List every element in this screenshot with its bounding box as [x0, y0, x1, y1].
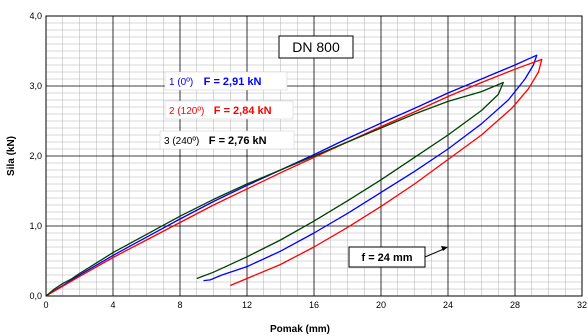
x-tick-label: 16 [309, 300, 319, 310]
x-tick-label: 28 [510, 300, 520, 310]
x-tick-label: 20 [376, 300, 386, 310]
legend-box-1 [164, 71, 288, 91]
legend-label-1: 1 (0º) [169, 77, 193, 88]
y-tick-label: 3,0 [29, 81, 42, 91]
chart-title-border [278, 35, 354, 59]
legend-box-2 [164, 100, 294, 120]
chart-title: DN 800 [292, 39, 340, 55]
legend-entry-3: 3 (240º) F = 2,76 kN [164, 131, 267, 148]
x-axis-title: Pomak (mm) [270, 324, 330, 335]
series-line-1 [45, 54, 538, 297]
tick-labels: 0 4 8 12 16 20 24 28 32 0,0 1,0 2,0 3,0 4,0 [29, 11, 587, 310]
chart-title-box: DN 800 [278, 35, 354, 59]
legend-label-3: 3 (240º) [164, 136, 199, 147]
legend-entry-2: 2 (120º) F = 2,84 kN [169, 101, 272, 118]
x-tick-label: 0 [43, 300, 48, 310]
x-tick-label: 24 [443, 300, 453, 310]
annotation: f = 24 mm [348, 246, 448, 268]
annotation-text: f = 24 mm [361, 252, 412, 264]
y-axis-title: Sila (kN) [6, 136, 17, 176]
y-tick-label: 1,0 [29, 221, 42, 231]
legend-entry-1: 1 (0º) F = 2,91 kN [169, 72, 262, 89]
x-tick-label: 12 [242, 300, 252, 310]
series-layer [45, 54, 543, 297]
y-tick-label: 0,0 [29, 291, 42, 301]
series-line-3 [45, 81, 504, 297]
legend-box-3 [159, 130, 295, 150]
y-tick-label: 4,0 [29, 11, 42, 21]
x-tick-label: 32 [577, 300, 587, 310]
series-line-2 [45, 58, 543, 297]
legend-force-3: F = 2,76 kN [209, 135, 267, 147]
x-tick-label: 8 [177, 300, 182, 310]
annotation-arrowhead [441, 246, 448, 251]
legend: 1 (0º) F = 2,91 kN 2 (120º) F = 2,84 kN … [159, 71, 295, 150]
y-tick-label: 2,0 [29, 151, 42, 161]
x-tick-label: 4 [110, 300, 115, 310]
legend-label-2: 2 (120º) [169, 106, 204, 117]
legend-force-1: F = 2,91 kN [204, 76, 262, 88]
legend-force-2: F = 2,84 kN [214, 105, 272, 117]
